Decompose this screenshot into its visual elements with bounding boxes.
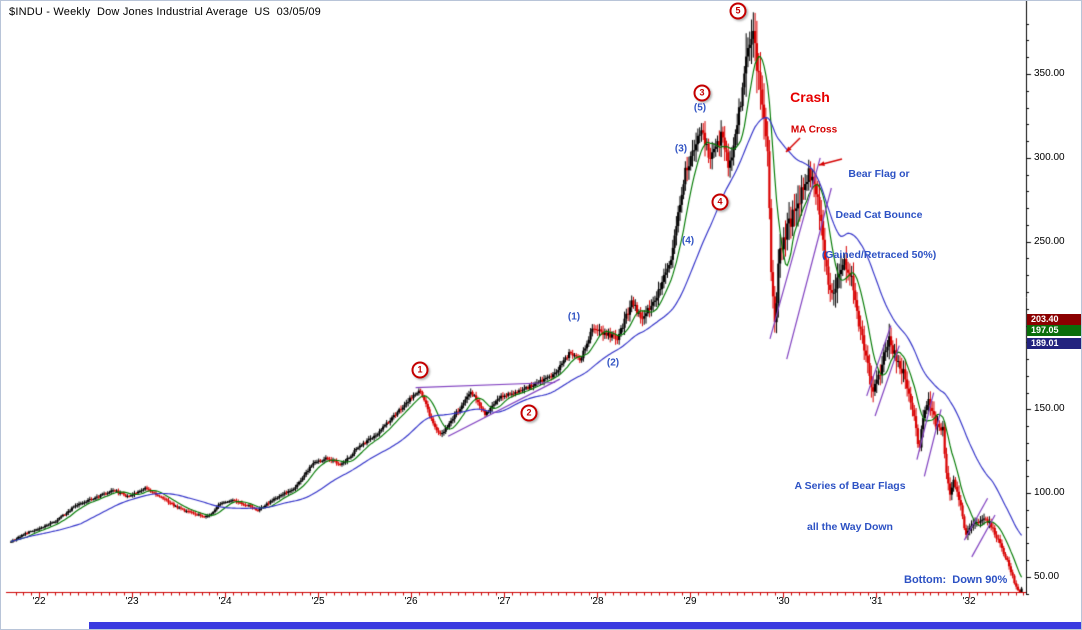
price-tag: 189.01 <box>1027 338 1081 350</box>
x-axis-year-label: '32 <box>962 596 976 607</box>
elliott-subwave-label: (1) <box>567 311 581 323</box>
x-axis-year-label: '25 <box>311 596 325 607</box>
y-axis-price-label: 300.00 <box>1034 151 1065 163</box>
elliott-wave-number: 3 <box>693 84 711 102</box>
elliott-subwave-label: (2) <box>606 357 620 369</box>
y-axis-price-label: 250.00 <box>1034 235 1065 247</box>
price-tag: 197.05 <box>1027 324 1081 336</box>
x-axis-year-label: '27 <box>497 596 511 607</box>
chart-title: $INDU - Weekly Dow Jones Industrial Aver… <box>9 6 322 18</box>
elliott-subwave-label: (5) <box>693 102 707 114</box>
elliott-wave-number: 2 <box>520 404 538 422</box>
bear-flag-annotation: Bear Flag or Dead Cat Bounce (Gained/Ret… <box>822 141 936 290</box>
x-axis-year-label: '24 <box>218 596 232 607</box>
elliott-wave-number: 4 <box>711 193 729 211</box>
y-axis-price-label: 100.00 <box>1034 487 1065 499</box>
y-axis-price-label: 50.00 <box>1034 571 1060 582</box>
horizontal-scrollbar[interactable] <box>89 622 1081 629</box>
y-axis-price-label: 350.00 <box>1034 68 1065 79</box>
elliott-subwave-label: (4) <box>681 235 695 247</box>
x-axis-year-label: '31 <box>869 596 883 607</box>
crash-annotation: Crash <box>790 89 830 105</box>
x-axis-year-label: '26 <box>404 596 418 607</box>
elliott-subwave-label: (3) <box>674 143 688 155</box>
bear-flags-series-annotation: A Series of Bear Flags all the Way Down <box>794 453 905 561</box>
y-axis-price-label: 150.00 <box>1034 403 1065 415</box>
x-axis-year-label: '29 <box>683 596 697 607</box>
price-tag: 203.40 <box>1027 314 1081 326</box>
elliott-wave-number: 5 <box>729 2 747 20</box>
ma-cross-annotation: MA Cross <box>790 124 838 136</box>
bear-flags-series-line1: A Series of Bear Flags <box>794 480 906 492</box>
x-axis-year-label: '30 <box>776 596 790 607</box>
bottom-annotation: Bottom: Down 90% <box>904 574 1008 586</box>
bear-flag-line2: Dead Cat Bounce <box>835 208 923 221</box>
x-axis-year-label: '28 <box>590 596 604 607</box>
bear-flag-line1: Bear Flag or <box>848 168 910 180</box>
bear-flag-line3: (Gained/Retraced 50%) <box>821 249 937 261</box>
bear-flags-series-line2: all the Way Down <box>807 520 893 533</box>
x-axis-year-label: '23 <box>125 596 139 607</box>
elliott-wave-number: 1 <box>411 361 429 379</box>
x-axis-year-label: '22 <box>32 596 46 607</box>
